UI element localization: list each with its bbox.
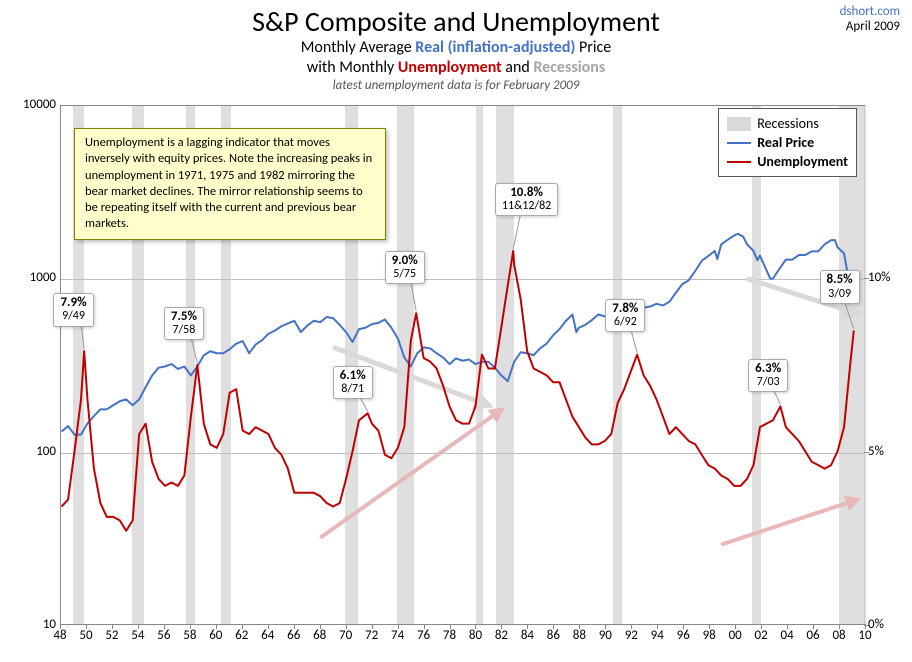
recession-band <box>397 106 414 624</box>
x-tick-label: 70 <box>339 628 352 643</box>
x-tick-label: 72 <box>365 628 378 643</box>
unemployment-callout: 10.8%11&12/82 <box>495 183 558 216</box>
legend-item: Recessions <box>727 115 848 132</box>
y-left-tick-label: 100 <box>8 444 56 459</box>
y-right-tick-label: 0% <box>868 617 906 632</box>
x-tick-label: 90 <box>599 628 612 643</box>
recession-band <box>476 106 482 624</box>
x-tick-label: 76 <box>417 628 430 643</box>
callout-leader <box>513 213 521 249</box>
x-tick-label: 84 <box>521 628 534 643</box>
x-tick-label: 92 <box>625 628 638 643</box>
y-right-tick-label: 10% <box>868 270 906 285</box>
subtitle-2: with Monthly Unemployment and Recessions <box>0 58 912 77</box>
unemployment-callout: 7.9%9/49 <box>53 293 93 326</box>
x-tick-label: 96 <box>677 628 690 643</box>
x-tick-label: 58 <box>183 628 196 643</box>
x-tick-label: 60 <box>209 628 222 643</box>
x-tick-label: 86 <box>547 628 560 643</box>
x-tick-label: 88 <box>573 628 586 643</box>
x-tick-label: 80 <box>469 628 482 643</box>
x-tick-label: 08 <box>832 628 845 643</box>
chart-container: dshort.com April 2009 S&P Composite and … <box>0 0 912 662</box>
unemployment-callout: 8.5%3/09 <box>820 270 860 303</box>
unemployment-callout: 7.5%7/58 <box>164 307 204 340</box>
x-tick-label: 04 <box>781 628 794 643</box>
x-tick-label: 52 <box>105 628 118 643</box>
trend-arrow <box>721 500 857 545</box>
x-tick-label: 54 <box>131 628 144 643</box>
y-left-tick-label: 10 <box>8 617 56 632</box>
y-left-tick-label: 1000 <box>8 270 56 285</box>
x-tick-label: 82 <box>495 628 508 643</box>
x-tick-label: 62 <box>235 628 248 643</box>
y-left-tick-label: 10000 <box>8 97 56 112</box>
y-right-tick-label: 5% <box>868 444 906 459</box>
x-tick-label: 94 <box>651 628 664 643</box>
x-tick-label: 56 <box>157 628 170 643</box>
legend: Recessions Real Price Unemployment <box>718 108 857 177</box>
x-tick-label: 50 <box>79 628 92 643</box>
unemployment-callout: 6.3%7/03 <box>748 359 788 392</box>
legend-item: Real Price <box>727 134 848 151</box>
x-tick-label: 66 <box>287 628 300 643</box>
chart-title: S&P Composite and Unemployment <box>0 4 912 39</box>
x-tick-label: 74 <box>391 628 404 643</box>
x-tick-label: 68 <box>313 628 326 643</box>
x-tick-label: 02 <box>755 628 768 643</box>
x-tick-label: 48 <box>53 628 66 643</box>
callout-leader <box>631 329 637 353</box>
unemployment-callout: 7.8%6/92 <box>605 299 645 332</box>
subtitle-3: latest unemployment data is for February… <box>0 78 912 93</box>
x-tick-label: 98 <box>703 628 716 643</box>
annotation-box: Unemployment is a lagging indicator that… <box>74 128 386 240</box>
x-tick-label: 78 <box>443 628 456 643</box>
x-tick-label: 64 <box>261 628 274 643</box>
recession-band <box>839 106 866 624</box>
subtitle-1: Monthly Average Real (inflation-adjusted… <box>0 38 912 57</box>
unemployment-callout: 9.0%5/75 <box>385 251 425 284</box>
unemployment-callout: 6.1%8/71 <box>333 366 373 399</box>
recession-band <box>613 106 622 624</box>
x-tick-label: 10 <box>858 628 871 643</box>
x-tick-label: 06 <box>806 628 819 643</box>
legend-item: Unemployment <box>727 153 848 170</box>
x-tick-label: 00 <box>729 628 742 643</box>
unemployment-line <box>62 251 854 531</box>
